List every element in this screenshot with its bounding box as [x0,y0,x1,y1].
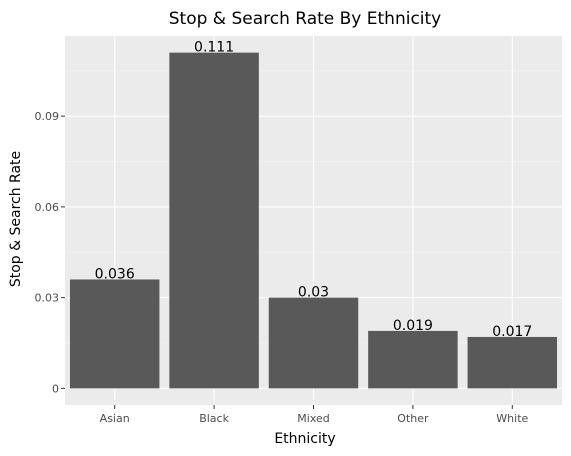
data-labels-group: 0.036 0.111 0.03 0.019 0.017 [95,40,533,340]
y-tick-label: 0.03 [35,292,60,305]
y-axis-title: Stop & Search Rate [8,151,24,287]
y-axis: 0 0.03 0.06 0.09 [35,110,65,395]
x-tick-label: White [496,412,528,425]
bar [169,52,259,389]
bar [268,297,359,389]
data-label: 0.111 [194,40,234,56]
x-axis: Asian Black Mixed Other White [100,405,529,425]
data-label: 0.03 [298,285,329,301]
y-tick-label: 0.09 [35,110,60,123]
data-label: 0.019 [393,318,433,334]
x-tick-label: Black [199,412,229,425]
bar [368,330,458,389]
bar [467,336,558,389]
x-tick-label: Other [397,412,429,425]
bar [69,279,160,389]
x-tick-label: Asian [100,412,130,425]
x-tick-label: Mixed [297,412,329,425]
chart-title: Stop & Search Rate By Ethnicity [169,9,442,29]
data-label: 0.036 [95,266,135,282]
bars-group [69,52,558,389]
data-label: 0.017 [492,324,532,340]
y-tick-label: 0.06 [35,201,60,214]
x-axis-title: Ethnicity [274,431,335,447]
y-tick-label: 0 [52,382,59,395]
